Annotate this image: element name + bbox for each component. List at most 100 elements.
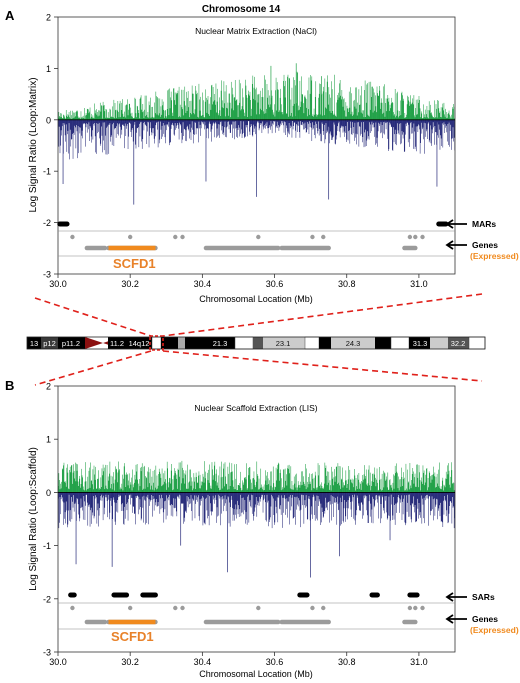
ideogram-label-24-3: 24.3: [346, 339, 361, 348]
y-tick-label: -2: [43, 218, 51, 228]
x-tick-label: 31.0: [410, 279, 428, 289]
panel-a-subtitle: Nuclear Matrix Extraction (NaCl): [195, 26, 317, 36]
panel-a-genes-arrow: [445, 240, 467, 250]
ideogram-band-a: [161, 337, 178, 349]
panel-b-annotations: SARs Genes (Expressed) SCFD1: [111, 592, 519, 644]
zoom-connector-lines: [34, 293, 483, 386]
zoom-line-bottom-left: [34, 350, 152, 386]
panel-a-genes-label: Genes: [472, 240, 498, 250]
gene-dot: [321, 234, 326, 240]
x-tick-label: 30.2: [121, 657, 139, 667]
gene-dot: [321, 605, 326, 611]
ideogram-band-f: [319, 337, 331, 349]
negative-signal-bars: [58, 492, 455, 529]
panel-b-plot-frame: [57, 385, 456, 653]
ideogram-label-p11-2: p11.2: [62, 339, 80, 348]
ideogram-label-p12: p12: [43, 339, 56, 348]
y-tick-label: 2: [46, 382, 51, 392]
panel-b-genes-arrow: [445, 614, 467, 624]
ideogram-band-11-2: [108, 337, 126, 349]
ideogram-band-g: [375, 337, 391, 349]
ideogram-label-31-3: 31.3: [413, 339, 428, 348]
gene-dot: [407, 605, 413, 611]
x-tick-label: 30.8: [338, 279, 356, 289]
ideogram-band-i: [430, 337, 448, 349]
panel-b-bars: [58, 460, 455, 578]
positive-signal-bars: [58, 71, 455, 120]
gene-dot: [420, 234, 425, 240]
panel-b-letter: B: [5, 378, 14, 393]
ideogram-label-11-2: 11.2: [110, 339, 124, 348]
panel-a-annotations: MARs Genes (Expressed) SCFD1: [113, 219, 519, 271]
ideogram-band-32-2: [448, 337, 469, 349]
ideogram-band-14q12: [126, 337, 152, 349]
zoom-line-top-right: [162, 293, 483, 337]
y-tick-label: -1: [43, 541, 51, 551]
y-tick-label: 1: [46, 435, 51, 445]
panel-b-genes-label: Genes: [472, 614, 498, 624]
x-tick-label: 31.0: [410, 657, 428, 667]
panel-a-markers-label: MARs: [472, 219, 496, 229]
y-tick-label: -3: [43, 648, 51, 658]
ideogram-label-14q12: 14q12: [129, 339, 150, 348]
ideogram-band-h: [390, 336, 410, 350]
chromosome-ideogram: 13 p12 p11.2 11.2 14q12 21.3 23.1 24.3 3…: [26, 335, 486, 351]
ideogram-label-32-2: 32.2: [451, 339, 466, 348]
panel-b-xlabel: Chromosomal Location (Mb): [199, 669, 313, 679]
ideogram-band-end: [468, 336, 486, 350]
figure-title: Chromosome 14: [202, 4, 281, 15]
gene-dot: [70, 605, 75, 611]
gene-dot: [407, 234, 413, 240]
ideogram-band-13: [27, 337, 41, 349]
gene-dot: [127, 234, 133, 240]
x-tick-label: 30.4: [194, 279, 212, 289]
x-tick-label: 30.2: [121, 279, 139, 289]
gene-dot: [413, 605, 418, 611]
y-tick-label: -2: [43, 594, 51, 604]
ideogram-band-23-1: [263, 337, 305, 349]
ideogram-band-p11-2: [58, 337, 85, 349]
ideogram-band-d: [253, 337, 263, 349]
gene-dot: [420, 605, 425, 611]
x-tick-label: 30.4: [194, 657, 212, 667]
y-tick-label: 1: [46, 64, 51, 74]
gene-dot: [173, 605, 178, 611]
y-tick-label: -3: [43, 270, 51, 280]
ideogram-outline: [26, 336, 486, 350]
gene-dot: [256, 234, 261, 240]
x-tick-label: 30.0: [49, 279, 67, 289]
x-tick-label: 30.6: [266, 657, 284, 667]
panel-a-bars: [58, 63, 455, 205]
gene-dot: [180, 234, 185, 240]
positive-signal-bars: [58, 460, 455, 493]
panel-a-tracks: [57, 221, 455, 257]
zoom-line-top-left: [34, 297, 152, 337]
y-tick-label: 2: [46, 13, 51, 23]
x-tick-label: 30.8: [338, 657, 356, 667]
panel-a: A Nuclear Matrix Extraction (NaCl) -3-2-…: [5, 8, 519, 304]
ideogram-band-13q: [151, 336, 162, 350]
y-tick-label: 0: [46, 115, 51, 125]
x-tick-label: 30.6: [266, 279, 284, 289]
panel-b-genes-expressed-label: (Expressed): [470, 625, 519, 635]
y-tick-label: -1: [43, 167, 51, 177]
panel-b-markers-label: SARs: [472, 592, 495, 602]
panel-a-scfd1-label: SCFD1: [113, 256, 156, 271]
panel-b-scfd1-label: SCFD1: [111, 629, 154, 644]
ideogram-band-e: [304, 336, 320, 350]
panel-a-yticks: -3 -2 -1 0 1 2: [43, 13, 58, 280]
ideogram-band-31-3: [409, 337, 430, 349]
panel-a-xticks: 30.0 30.2 30.4 30.6 30.8 31.0: [49, 274, 428, 289]
panel-a-markers-arrow: [445, 219, 467, 229]
panel-a-plot-frame: [57, 16, 456, 275]
panel-b-yticks: -3 -2 -1 0 1 2: [43, 382, 58, 658]
ideogram-band-21-3: [185, 337, 235, 349]
ideogram-band-p12: [41, 337, 58, 349]
ideogram-band-24-3: [331, 337, 375, 349]
panel-a-ylabel: Log Signal Ratio (Loop:Matrix): [28, 77, 39, 212]
panel-b-subtitle: Nuclear Scaffold Extraction (LIS): [194, 403, 317, 413]
ideogram-label-23-1: 23.1: [276, 339, 291, 348]
ideogram-label-21-3: 21.3: [213, 339, 228, 348]
y-tick-label: 0: [46, 488, 51, 498]
